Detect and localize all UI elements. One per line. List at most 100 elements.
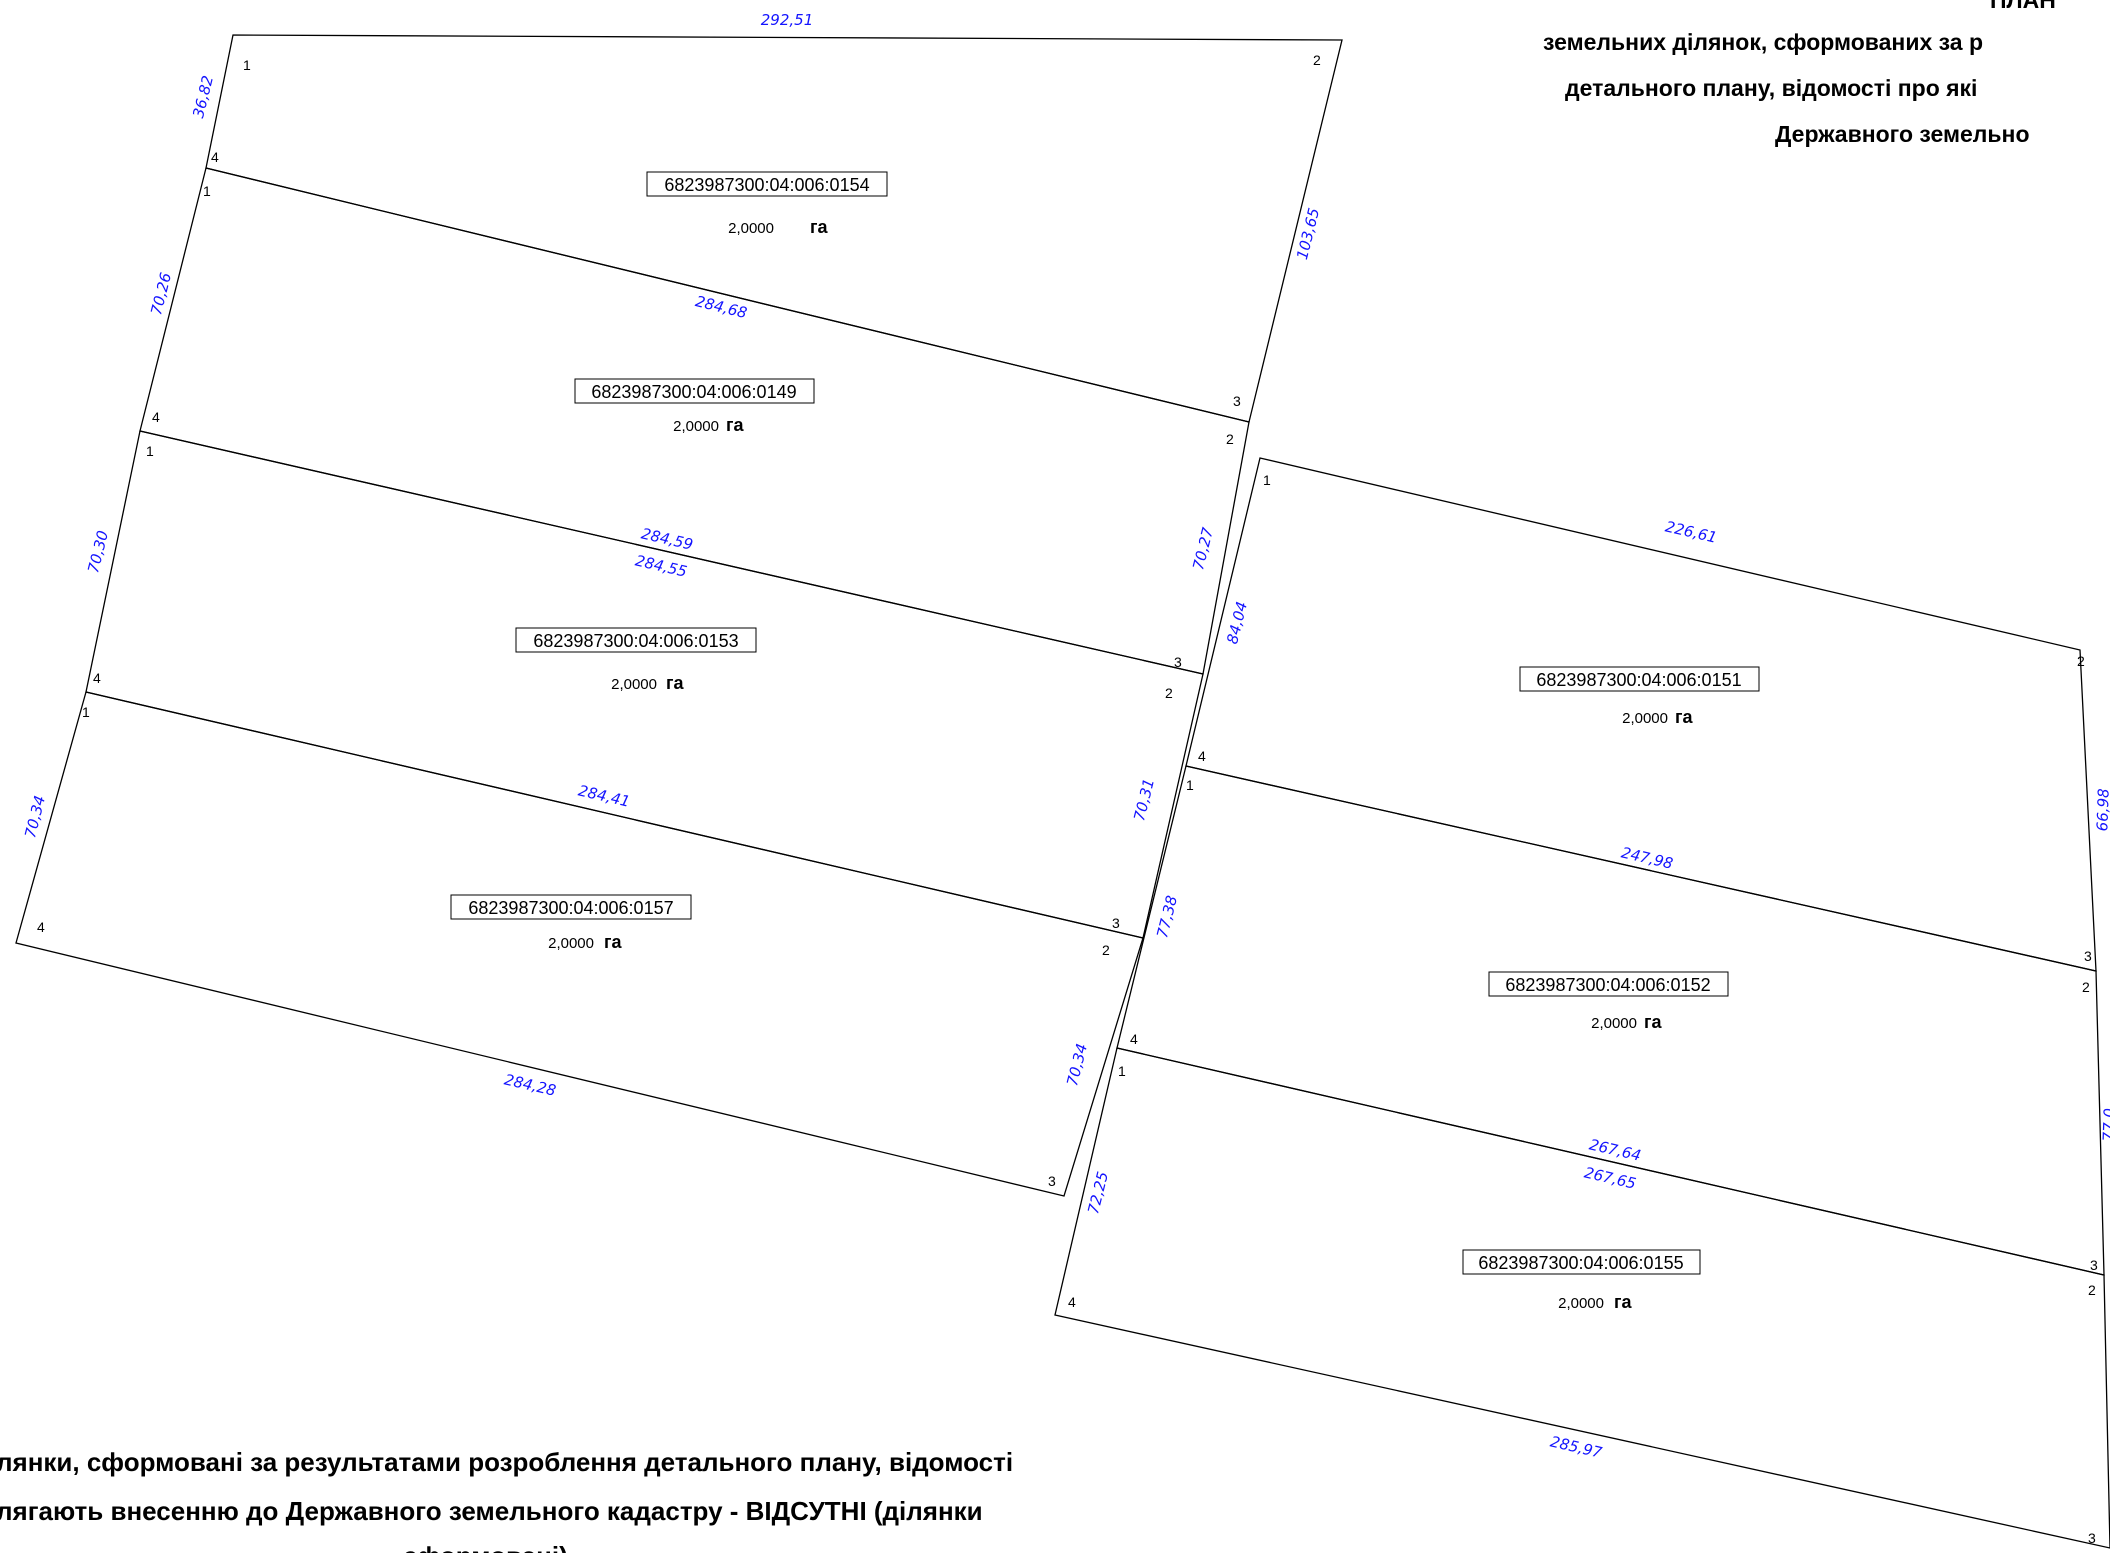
vertex-label: 1 xyxy=(1186,777,1194,793)
area-unit: га xyxy=(726,415,744,435)
parcel-area: 2,0000 xyxy=(611,676,657,693)
note-line-2: лягають внесенню до Державного земельног… xyxy=(0,1496,983,1526)
side-length: 284,59 xyxy=(640,524,695,553)
parcel-area: 2,0000 xyxy=(673,418,719,435)
parcel-boundary xyxy=(1054,1047,2110,1549)
side-length: 84,04 xyxy=(1223,600,1251,646)
parcel-area: 2,0000 xyxy=(1558,1295,1604,1312)
bottom-note: лянки, сформовані за результатами розроб… xyxy=(0,1447,1013,1553)
vertex-label: 2 xyxy=(1165,685,1173,701)
side-length: 267,65 xyxy=(1583,1163,1638,1192)
parcel-0157[interactable]: 6823987300:04:006:0157 2,0000 га 1 2 3 4 xyxy=(15,691,1144,1197)
parcel-area: 2,0000 xyxy=(1622,710,1668,727)
parcel-0154[interactable]: 6823987300:04:006:0154 2,0000 га 1 2 3 4 xyxy=(205,34,1343,423)
vertex-label: 2 xyxy=(2088,1282,2096,1298)
cadastral-number-box xyxy=(646,171,888,197)
cadastral-number: 6823987300:04:006:0152 xyxy=(1505,975,1710,995)
parcel-area: 2,0000 xyxy=(1591,1015,1637,1032)
vertex-label: 2 xyxy=(1226,431,1234,447)
cadastral-number-box xyxy=(1519,666,1760,692)
vertex-label: 2 xyxy=(1102,942,1110,958)
cadastral-number: 6823987300:04:006:0153 xyxy=(533,631,738,651)
area-unit: га xyxy=(604,932,622,952)
parcel-area: 2,0000 xyxy=(728,220,774,237)
vertex-label: 2 xyxy=(2077,653,2085,669)
parcel-0149[interactable]: 6823987300:04:006:0149 2,0000 га 1 2 3 4 xyxy=(139,167,1250,675)
plan-title-line-4: Державного земельно xyxy=(1775,121,2030,147)
area-unit: га xyxy=(1614,1292,1632,1312)
vertex-label: 4 xyxy=(211,149,219,165)
plan-title-line-3: детального плану, відомості про які xyxy=(1565,75,1977,101)
cadastral-number: 6823987300:04:006:0149 xyxy=(591,382,796,402)
note-line-1: лянки, сформовані за результатами розроб… xyxy=(0,1447,1013,1477)
vertex-label: 3 xyxy=(2088,1530,2096,1546)
vertex-label: 3 xyxy=(1112,915,1120,931)
area-unit: га xyxy=(810,217,828,237)
plan-title-line-1: ПЛАН xyxy=(1990,0,2056,13)
cadastral-number: 6823987300:04:006:0154 xyxy=(664,175,869,195)
side-length: 70,34 xyxy=(21,794,49,840)
side-length: 36,82 xyxy=(189,74,217,120)
side-length: 247,98 xyxy=(1620,843,1675,872)
cadastral-number: 6823987300:04:006:0155 xyxy=(1478,1253,1683,1273)
vertex-label: 1 xyxy=(203,183,211,199)
vertex-label: 1 xyxy=(1263,472,1271,488)
vertex-label: 4 xyxy=(1130,1031,1138,1047)
vertex-label: 3 xyxy=(1048,1173,1056,1189)
cadastral-number: 6823987300:04:006:0157 xyxy=(468,898,673,918)
parcel-0153[interactable]: 6823987300:04:006:0153 2,0000 га 1 2 3 4 xyxy=(85,430,1204,939)
side-length: 284,68 xyxy=(694,292,749,322)
side-length: 72,25 xyxy=(1084,1170,1112,1216)
vertex-label: 4 xyxy=(93,670,101,686)
side-length: 284,28 xyxy=(503,1070,558,1099)
parcel-boundary xyxy=(205,34,1343,423)
note-line-3: сформовані) xyxy=(403,1541,568,1553)
parcel-boundary xyxy=(15,691,1144,1197)
area-unit: га xyxy=(1675,707,1693,727)
cadastral-number-box xyxy=(1462,1249,1701,1275)
vertex-label: 4 xyxy=(1198,748,1206,764)
side-length: 284,55 xyxy=(634,551,689,580)
vertex-label: 1 xyxy=(146,443,154,459)
vertex-label: 3 xyxy=(2084,948,2092,964)
side-length: 103,65 xyxy=(1293,206,1323,261)
parcel-area: 2,0000 xyxy=(548,935,594,952)
cadastral-number-box xyxy=(450,894,692,920)
vertex-label: 1 xyxy=(1118,1063,1126,1079)
vertex-label: 3 xyxy=(2090,1257,2098,1273)
plan-title-line-2: земельних ділянок, сформованих за р xyxy=(1543,29,1983,55)
vertex-label: 3 xyxy=(1174,654,1182,670)
vertex-label: 1 xyxy=(243,57,251,73)
cadastral-number-box xyxy=(574,378,815,404)
side-length: 284,41 xyxy=(577,781,632,810)
side-length: 285,97 xyxy=(1549,1432,1605,1461)
area-unit: га xyxy=(1644,1012,1662,1032)
side-length: 267,64 xyxy=(1588,1135,1643,1164)
vertex-label: 2 xyxy=(1313,52,1321,68)
side-length: 70,27 xyxy=(1189,525,1217,571)
side-length: 70,34 xyxy=(1063,1042,1091,1088)
side-length: 292,51 xyxy=(761,11,814,29)
vertex-label: 4 xyxy=(37,919,45,935)
side-length: 226,61 xyxy=(1664,517,1719,546)
vertex-label: 2 xyxy=(2082,979,2090,995)
parcel-0152[interactable]: 6823987300:04:006:0152 2,0000 га 1 2 3 4 xyxy=(1116,765,2105,1276)
vertex-label: 1 xyxy=(82,704,90,720)
side-length: 70,30 xyxy=(84,529,112,575)
vertex-label: 3 xyxy=(1233,393,1241,409)
side-length: 66,98 xyxy=(2093,788,2110,832)
parcel-0151[interactable]: 6823987300:04:006:0151 2,0000 га 1 2 3 4 xyxy=(1185,457,2097,972)
side-lengths: 292,51 36,82 103,65 284,68 70,26 70,27 2… xyxy=(21,11,2110,1462)
side-length: 70,31 xyxy=(1130,777,1158,823)
side-length: 77,38 xyxy=(1153,894,1181,940)
area-unit: га xyxy=(666,673,684,693)
parcel-0155[interactable]: 6823987300:04:006:0155 2,0000 га 1 2 3 4 xyxy=(1054,1047,2110,1549)
cadastral-number-box xyxy=(1488,971,1729,997)
vertex-label: 4 xyxy=(152,409,160,425)
side-length: 77,0 xyxy=(2099,1108,2110,1142)
plan-title: ПЛАН земельних ділянок, сформованих за р… xyxy=(1543,0,2056,147)
cadastral-number: 6823987300:04:006:0151 xyxy=(1536,670,1741,690)
vertex-label: 4 xyxy=(1068,1294,1076,1310)
cadastral-number-box xyxy=(515,627,757,653)
